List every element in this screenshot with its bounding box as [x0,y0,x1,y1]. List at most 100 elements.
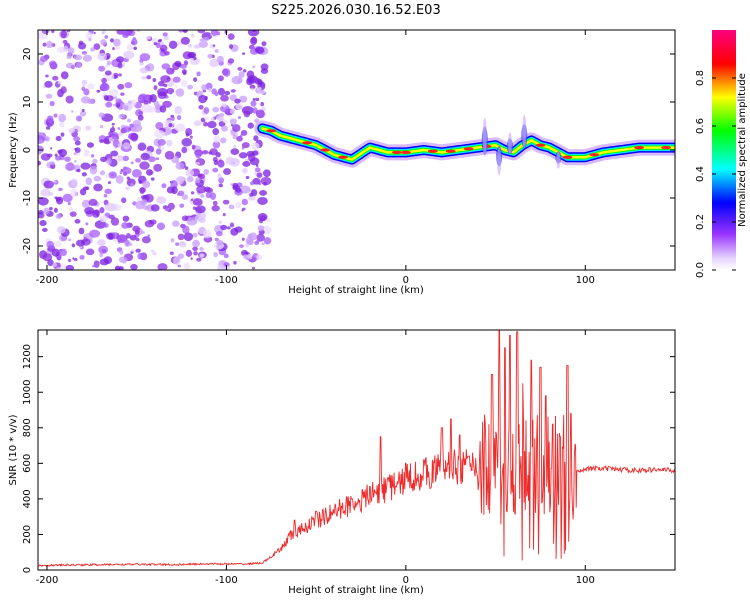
ridge-hotspot [445,149,456,153]
noise-speck [241,198,248,206]
noise-speck [226,226,231,230]
noise-speck [157,87,168,97]
noise-speck [130,132,139,142]
noise-speck [172,256,181,265]
noise-speck [229,118,237,125]
noise-speck [216,239,224,246]
noise-speck [45,74,49,78]
noise-speck [60,30,67,39]
noise-speck [60,248,67,257]
noise-speck [247,122,254,129]
noise-speck [56,267,61,270]
noise-speck [229,108,236,114]
noise-speck [83,236,87,240]
noise-speck [241,142,250,149]
noise-speck [246,75,258,84]
noise-speck [156,196,167,204]
noise-speck [182,71,187,76]
x-tick-label: 0 [403,275,409,286]
noise-speck [190,33,195,38]
noise-speck [238,71,245,78]
noise-speck [217,159,225,168]
noise-speck [181,137,193,147]
noise-speck [140,152,151,161]
snr-series-line [38,330,675,567]
noise-speck [210,30,218,36]
noise-speck [72,257,75,260]
noise-speck [255,97,260,102]
noise-speck [253,135,259,142]
noise-speck [64,156,71,162]
noise-speck [152,77,157,82]
noise-speck [74,219,81,224]
noise-speck [86,83,95,90]
noise-speck [88,37,92,42]
noise-speck [83,149,90,157]
noise-speck [212,140,221,149]
noise-speck [92,158,98,164]
noise-speck [174,105,183,115]
noise-speck [81,79,88,86]
noise-speck [48,181,55,187]
noise-speck [192,198,203,206]
noise-speck [112,72,119,79]
colorbar-label: Normalized spectral amplitude [737,73,748,227]
noise-speck [97,53,108,61]
noise-speck [205,82,213,90]
noise-speck [190,257,193,260]
noise-speck [52,240,62,248]
noise-speck [260,63,269,71]
spectrogram-x-ticks: -200 -100 0 100 [36,30,595,286]
noise-speck [91,154,95,158]
noise-speck [89,165,98,175]
noise-speck [73,257,78,262]
x-tick-label: 0 [403,575,409,586]
noise-speck [145,35,152,40]
noise-speck [155,121,164,130]
noise-speck [81,108,85,113]
noise-speck [202,36,210,42]
noise-speck [260,101,265,107]
noise-speck [57,81,62,85]
noise-speck [68,258,72,263]
noise-speck [85,177,93,186]
noise-speck [149,94,157,103]
noise-speck [232,124,241,132]
colorbar-tick-label: 0.8 [695,70,706,86]
noise-speck [195,177,201,184]
noise-speck [103,95,109,101]
spectrogram-y-label: Frequency (Hz) [8,112,19,188]
noise-speck [80,96,91,104]
y-tick-label: 200 [22,525,33,544]
noise-speck [235,187,242,193]
noise-speck [116,56,125,63]
noise-speck [44,80,53,88]
noise-speck [177,253,185,259]
noise-speck [74,140,81,146]
noise-speck [138,180,142,184]
noise-speck [240,130,248,136]
noise-speck [99,215,108,223]
noise-speck [137,142,147,151]
noise-speck [81,50,88,55]
noise-speck [207,121,217,129]
noise-speck [255,109,265,119]
noise-speck [161,183,167,189]
noise-speck [58,113,67,123]
noise-speck [185,169,195,177]
noise-speck [247,30,260,37]
noise-speck [249,181,255,186]
ridge-smear-faint [556,152,561,169]
noise-speck [117,155,124,162]
noise-speck [41,137,46,141]
noise-speck [242,160,251,167]
noise-speck [182,30,189,33]
noise-speck [222,213,226,217]
ridge-hotspot [535,143,546,147]
ridge-smear-faint [497,147,502,176]
noise-speck [201,84,207,91]
y-tick-label: -10 [22,190,33,206]
noise-speck [71,110,74,113]
noise-speck [139,53,151,62]
